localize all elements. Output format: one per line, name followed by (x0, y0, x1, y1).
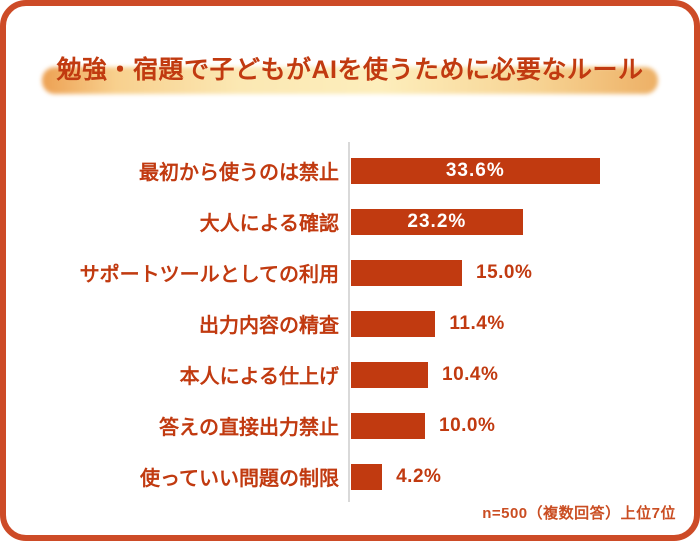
value-label: 15.0% (476, 261, 533, 283)
chart-row: 最初から使うのは禁止 33.6% (6, 145, 694, 196)
bar: 33.6% (351, 157, 600, 184)
bar-area: 11.4% (339, 310, 694, 337)
category-label: サポートツールとしての利用 (79, 264, 339, 286)
category-label: 使っていい問題の制限 (140, 468, 339, 490)
bar-area: 23.2% (339, 208, 694, 235)
bar-area: 10.4% (339, 361, 694, 388)
chart-row: サポートツールとしての利用 15.0% (6, 247, 694, 298)
chart-row: 使っていい問題の制限 4.2% (6, 451, 694, 502)
chart-row: 本人による仕上げ 10.4% (6, 349, 694, 400)
bar (351, 310, 436, 337)
bar: 23.2% (351, 208, 523, 235)
category-label: 最初から使うのは禁止 (139, 162, 339, 184)
bar-area: 15.0% (339, 259, 694, 286)
bar-area: 4.2% (339, 463, 694, 490)
bar-area: 10.0% (339, 412, 694, 439)
footnote: n=500（複数回答）上位7位 (482, 505, 676, 522)
category-label: 答えの直接出力禁止 (159, 417, 339, 439)
title-block: 勉強・宿題で子どもがAIを使うために必要なルール (6, 50, 694, 94)
value-label: 4.2% (396, 465, 442, 487)
bar (351, 463, 383, 490)
value-label: 10.4% (442, 363, 499, 385)
bar (351, 259, 462, 286)
bar-area: 33.6% (339, 157, 694, 184)
value-label: 10.0% (439, 414, 496, 436)
value-label: 11.4% (449, 312, 505, 334)
chart-row: 大人による確認 23.2% (6, 196, 694, 247)
category-label: 本人による仕上げ (179, 366, 339, 388)
axis-line (348, 142, 350, 502)
chart-row: 答えの直接出力禁止 10.0% (6, 400, 694, 451)
bar (351, 412, 425, 439)
value-label: 23.2% (407, 210, 467, 232)
chart-row: 出力内容の精査 11.4% (6, 298, 694, 349)
bar (351, 361, 428, 388)
marker-highlight (42, 67, 658, 94)
chart: 最初から使うのは禁止 33.6% 大人による確認 23.2% サポートツールとしての利用… (6, 142, 694, 502)
category-label: 出力内容の精査 (199, 315, 339, 337)
page-title: 勉強・宿題で子どもがAIを使うために必要なルール (56, 56, 644, 84)
category-label: 大人による確認 (199, 213, 339, 235)
value-label: 33.6% (445, 159, 505, 181)
